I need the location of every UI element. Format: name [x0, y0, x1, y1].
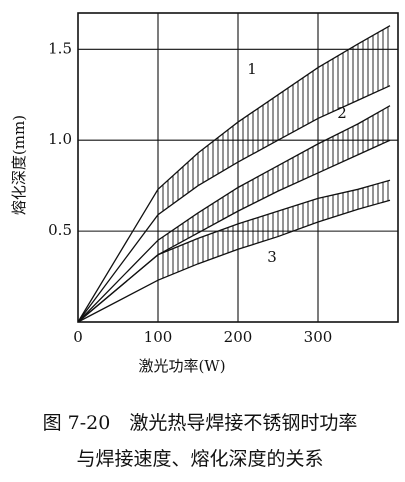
y-tick-label: 1.0 — [48, 130, 72, 148]
caption: 图 7-20 激光热导焊接不锈钢时功率 — [43, 412, 358, 434]
series-label: 2 — [337, 104, 347, 122]
x-tick-label: 100 — [144, 328, 173, 346]
y-tick-label: 0.5 — [48, 221, 72, 239]
band-boundary — [77, 105, 391, 323]
band-boundary — [77, 139, 391, 323]
band-boundary — [77, 199, 391, 323]
series-label: 1 — [247, 60, 257, 78]
band-boundary — [77, 179, 391, 323]
band-boundary — [77, 85, 391, 323]
x-axis-title: 激光功率(W) — [138, 357, 225, 375]
x-tick-label: 300 — [304, 328, 333, 346]
band-boundary — [77, 25, 391, 323]
x-tick-label: 200 — [224, 328, 253, 346]
y-tick-label: 1.5 — [48, 39, 72, 57]
plot-frame — [77, 12, 399, 323]
x-tick-label: 0 — [73, 328, 83, 346]
y-axis-title: 熔化深度(mm) — [10, 115, 28, 215]
series-label: 3 — [267, 248, 277, 266]
caption: 与焊接速度、熔化深度的关系 — [76, 448, 323, 470]
